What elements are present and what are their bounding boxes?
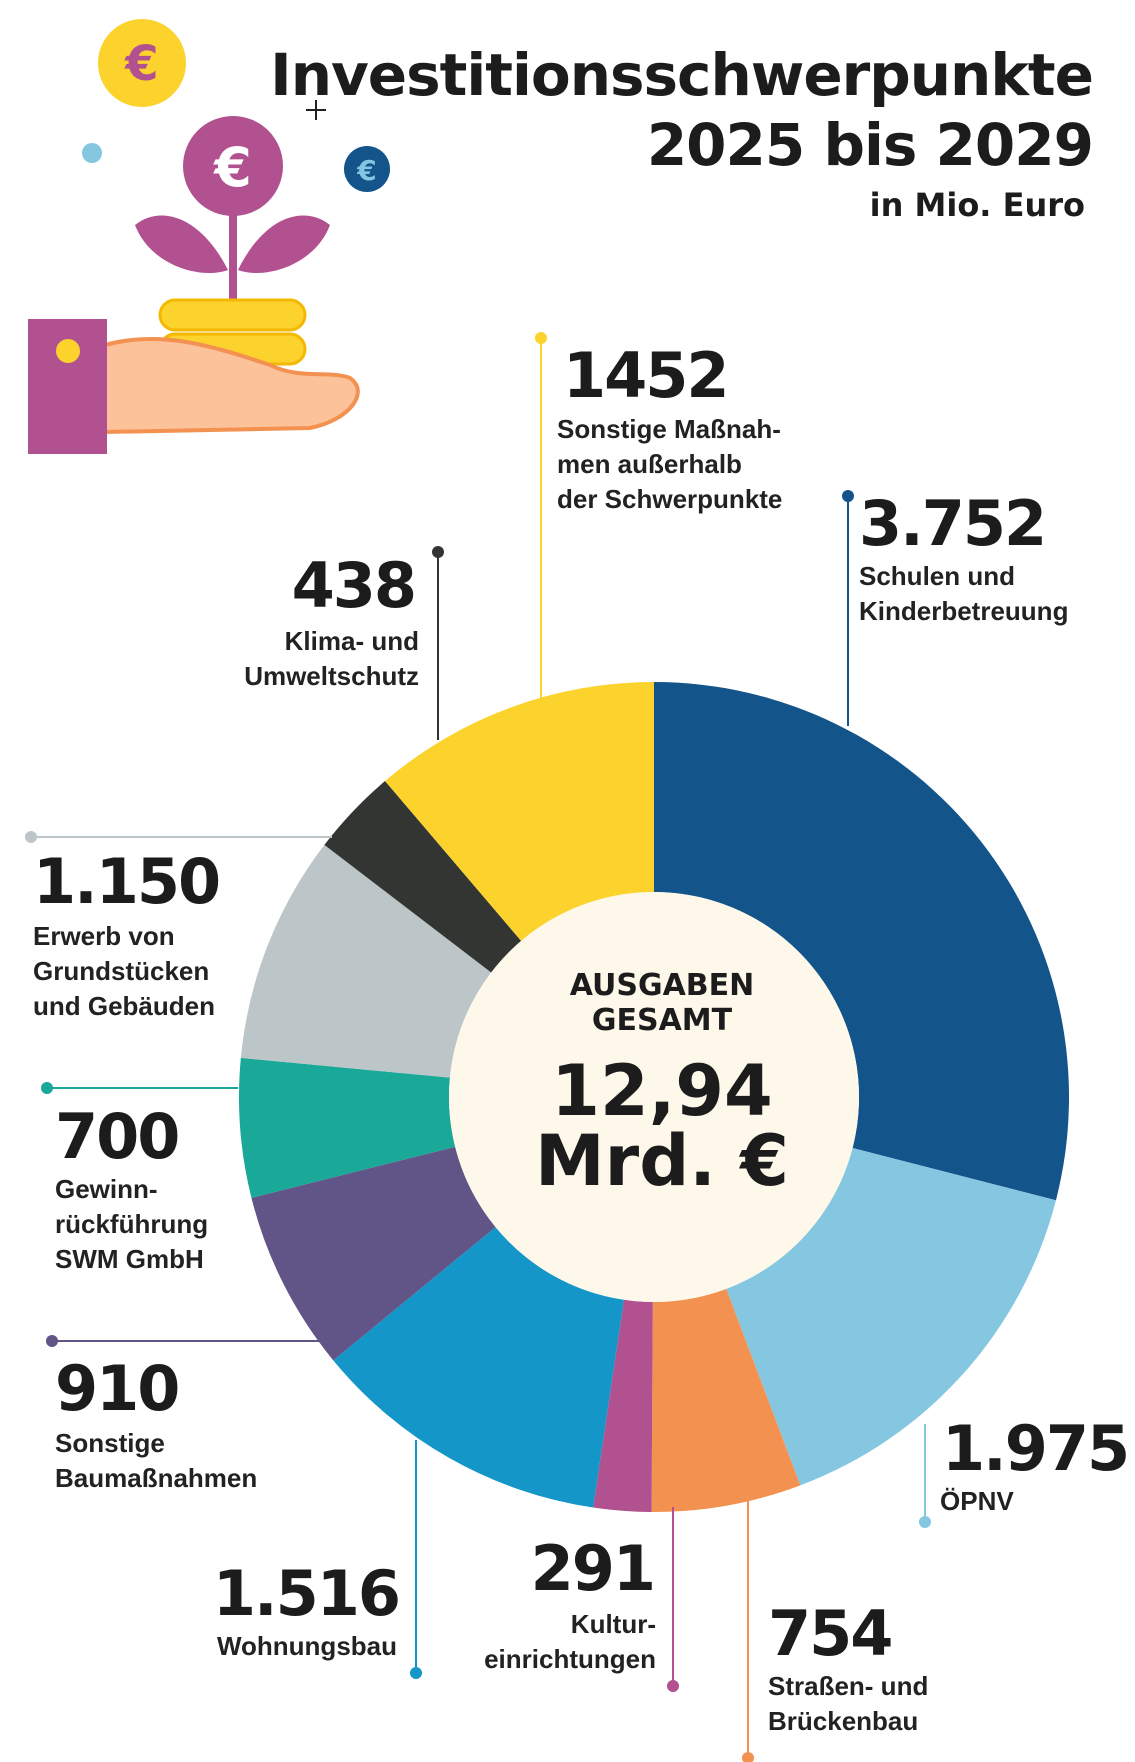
- category-label: Baumaßnahmen: [55, 1463, 257, 1493]
- slice: [239, 1057, 456, 1198]
- category-label: ÖPNV: [940, 1486, 1014, 1516]
- leaf: [135, 215, 228, 273]
- leader-dot: [25, 831, 37, 843]
- category-label: Straßen- und: [768, 1671, 928, 1701]
- value-label: 1.975: [942, 1412, 1128, 1485]
- euro-icon: €: [356, 154, 376, 187]
- category-label: men außerhalb: [557, 449, 742, 479]
- button: [56, 339, 80, 363]
- leaf: [238, 215, 330, 273]
- category-label: Sonstige: [55, 1428, 165, 1458]
- subtitle: in Mio. Euro: [870, 186, 1085, 224]
- leader-dot: [41, 1082, 53, 1094]
- category-label: Wohnungsbau: [217, 1631, 397, 1661]
- slice: [324, 780, 522, 973]
- value-label: 700: [55, 1100, 178, 1173]
- coin: [344, 146, 390, 192]
- value-label: 1.150: [33, 845, 219, 918]
- value-label: 3.752: [859, 487, 1045, 560]
- category-label: und Gebäuden: [33, 991, 215, 1021]
- value-label: 1452: [563, 339, 728, 412]
- category-label: Sonstige Maßnah-: [557, 414, 781, 444]
- flower: [183, 116, 283, 216]
- category-label: Erwerb von: [33, 921, 175, 951]
- center-label: GESAMT: [592, 1003, 733, 1038]
- category-label: SWM GmbH: [55, 1244, 204, 1274]
- leader-dot: [919, 1516, 931, 1528]
- value-label: 754: [768, 1597, 891, 1670]
- leader-dot: [432, 546, 444, 558]
- category-label: Schulen und: [859, 561, 1015, 591]
- euro-icon: €: [212, 136, 252, 199]
- center-disc: [449, 892, 859, 1302]
- value-label: 1.516: [213, 1557, 399, 1630]
- leader-dot: [46, 1335, 58, 1347]
- category-label: einrichtungen: [484, 1644, 656, 1674]
- sparkle: [306, 100, 326, 120]
- leader-dot: [742, 1752, 754, 1762]
- title: Investitionsschwerpunkte: [270, 41, 1093, 109]
- category-label: rückführung: [55, 1209, 208, 1239]
- center-label: AUSGABEN: [570, 968, 755, 1003]
- slice: [385, 682, 654, 941]
- category-label: Grundstücken: [33, 956, 209, 986]
- slice: [726, 1147, 1056, 1486]
- coin-stack: [158, 298, 307, 332]
- category-label: Gewinn-: [55, 1174, 158, 1204]
- category-label: Kultur-: [571, 1609, 656, 1639]
- leader-dot: [842, 490, 854, 502]
- slice: [333, 1227, 624, 1508]
- slice: [651, 1288, 801, 1512]
- total-unit: Mrd. €: [535, 1120, 789, 1202]
- category-label: der Schwerpunkte: [557, 484, 782, 514]
- leader-dot: [410, 1667, 422, 1679]
- euro-icon: €: [124, 36, 158, 92]
- category-label: Kinderbetreuung: [859, 596, 1068, 626]
- slice: [240, 844, 492, 1078]
- category-label: Klima- und: [285, 626, 419, 656]
- title: 2025 bis 2029: [647, 111, 1093, 179]
- total-value: 12,94: [551, 1050, 772, 1132]
- coin: [98, 19, 186, 107]
- value-label: 438: [292, 549, 415, 622]
- slice: [593, 1299, 653, 1512]
- value-label: 291: [531, 1532, 654, 1605]
- illustration: € € €: [28, 19, 390, 454]
- coin: [82, 143, 102, 163]
- hand: [103, 336, 360, 435]
- leader-dot: [535, 332, 547, 344]
- slice: [251, 1146, 496, 1361]
- category-label: Brückenbau: [768, 1706, 918, 1736]
- category-label: Umweltschutz: [244, 661, 419, 691]
- value-label: 910: [55, 1352, 178, 1425]
- leader-dot: [667, 1680, 679, 1692]
- slice: [654, 682, 1069, 1201]
